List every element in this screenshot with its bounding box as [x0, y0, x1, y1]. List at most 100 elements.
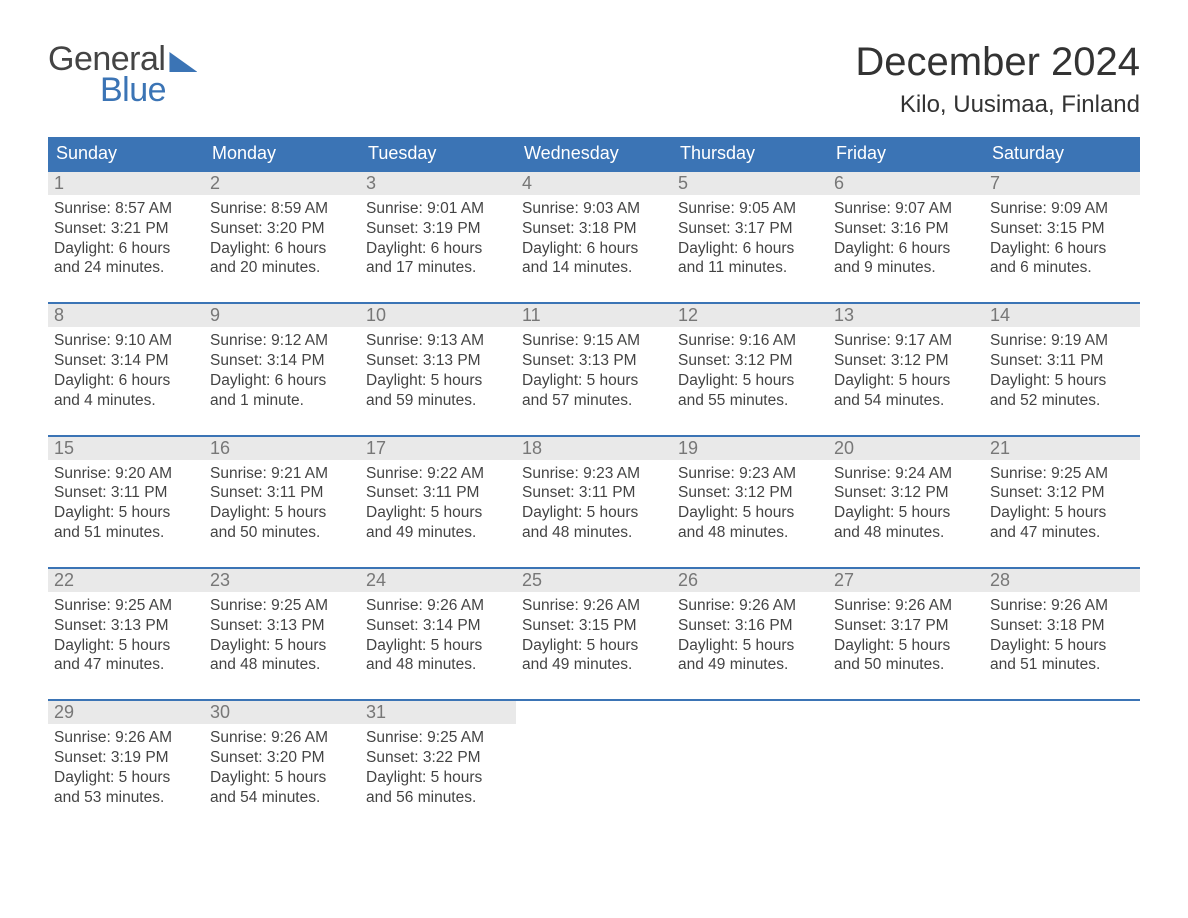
daylight-line-1: Daylight: 5 hours — [522, 503, 666, 523]
sunset-line: Sunset: 3:13 PM — [210, 616, 354, 636]
day-number-row: 891011121314 — [48, 303, 1140, 327]
day-info-row: Sunrise: 8:57 AMSunset: 3:21 PMDaylight:… — [48, 195, 1140, 303]
weekday-header: Friday — [828, 137, 984, 171]
daylight-line-2: and 54 minutes. — [210, 788, 354, 808]
sunrise-line: Sunrise: 9:25 AM — [210, 596, 354, 616]
day-info-cell: Sunrise: 9:21 AMSunset: 3:11 PMDaylight:… — [204, 460, 360, 568]
sunset-line: Sunset: 3:11 PM — [210, 483, 354, 503]
daylight-line-2: and 48 minutes. — [834, 523, 978, 543]
day-info-cell: Sunrise: 8:59 AMSunset: 3:20 PMDaylight:… — [204, 195, 360, 303]
day-number-cell: 31 — [360, 700, 516, 724]
daylight-line-2: and 50 minutes. — [834, 655, 978, 675]
day-number-cell: 4 — [516, 171, 672, 195]
daylight-line-1: Daylight: 5 hours — [678, 636, 822, 656]
sunrise-line: Sunrise: 9:26 AM — [834, 596, 978, 616]
daylight-line-2: and 24 minutes. — [54, 258, 198, 278]
daylight-line-2: and 49 minutes. — [522, 655, 666, 675]
weekday-header: Tuesday — [360, 137, 516, 171]
daylight-line-1: Daylight: 5 hours — [522, 371, 666, 391]
sunset-line: Sunset: 3:11 PM — [990, 351, 1134, 371]
sunrise-line: Sunrise: 9:26 AM — [522, 596, 666, 616]
day-info-cell: Sunrise: 9:25 AMSunset: 3:13 PMDaylight:… — [48, 592, 204, 700]
day-number-cell: 27 — [828, 568, 984, 592]
sunset-line: Sunset: 3:12 PM — [834, 351, 978, 371]
daylight-line-1: Daylight: 6 hours — [678, 239, 822, 259]
sunrise-line: Sunrise: 9:22 AM — [366, 464, 510, 484]
calendar-table: Sunday Monday Tuesday Wednesday Thursday… — [48, 137, 1140, 814]
day-info-cell: Sunrise: 9:13 AMSunset: 3:13 PMDaylight:… — [360, 327, 516, 435]
day-number-cell: 26 — [672, 568, 828, 592]
daylight-line-1: Daylight: 5 hours — [522, 636, 666, 656]
sunset-line: Sunset: 3:13 PM — [522, 351, 666, 371]
daylight-line-2: and 51 minutes. — [54, 523, 198, 543]
sunset-line: Sunset: 3:20 PM — [210, 748, 354, 768]
sunset-line: Sunset: 3:18 PM — [990, 616, 1134, 636]
day-number-cell: 20 — [828, 436, 984, 460]
daylight-line-2: and 47 minutes. — [54, 655, 198, 675]
day-number-cell — [828, 700, 984, 724]
daylight-line-1: Daylight: 5 hours — [366, 768, 510, 788]
sunset-line: Sunset: 3:16 PM — [834, 219, 978, 239]
day-number-cell — [516, 700, 672, 724]
day-number-cell: 25 — [516, 568, 672, 592]
sunset-line: Sunset: 3:17 PM — [834, 616, 978, 636]
day-number-cell: 22 — [48, 568, 204, 592]
day-info-cell: Sunrise: 9:19 AMSunset: 3:11 PMDaylight:… — [984, 327, 1140, 435]
daylight-line-2: and 4 minutes. — [54, 391, 198, 411]
day-number-cell: 7 — [984, 171, 1140, 195]
sunrise-line: Sunrise: 9:19 AM — [990, 331, 1134, 351]
day-number-cell: 15 — [48, 436, 204, 460]
month-title: December 2024 — [855, 40, 1140, 85]
sunrise-line: Sunrise: 9:01 AM — [366, 199, 510, 219]
daylight-line-1: Daylight: 6 hours — [522, 239, 666, 259]
sunrise-line: Sunrise: 9:07 AM — [834, 199, 978, 219]
daylight-line-1: Daylight: 6 hours — [210, 239, 354, 259]
sunrise-line: Sunrise: 9:13 AM — [366, 331, 510, 351]
weekday-header: Thursday — [672, 137, 828, 171]
daylight-line-2: and 47 minutes. — [990, 523, 1134, 543]
weekday-header-row: Sunday Monday Tuesday Wednesday Thursday… — [48, 137, 1140, 171]
daylight-line-2: and 20 minutes. — [210, 258, 354, 278]
sunrise-line: Sunrise: 9:03 AM — [522, 199, 666, 219]
daylight-line-1: Daylight: 5 hours — [54, 503, 198, 523]
daylight-line-2: and 49 minutes. — [678, 655, 822, 675]
daylight-line-1: Daylight: 5 hours — [834, 636, 978, 656]
daylight-line-1: Daylight: 5 hours — [678, 371, 822, 391]
sunset-line: Sunset: 3:18 PM — [522, 219, 666, 239]
day-info-cell — [828, 724, 984, 813]
sunrise-line: Sunrise: 9:26 AM — [678, 596, 822, 616]
day-info-cell — [984, 724, 1140, 813]
daylight-line-1: Daylight: 5 hours — [54, 768, 198, 788]
daylight-line-1: Daylight: 5 hours — [990, 503, 1134, 523]
day-info-cell: Sunrise: 9:26 AMSunset: 3:16 PMDaylight:… — [672, 592, 828, 700]
day-info-cell: Sunrise: 9:16 AMSunset: 3:12 PMDaylight:… — [672, 327, 828, 435]
daylight-line-2: and 48 minutes. — [366, 655, 510, 675]
location-subtitle: Kilo, Uusimaa, Finland — [855, 91, 1140, 119]
day-number-cell: 11 — [516, 303, 672, 327]
sunrise-line: Sunrise: 9:25 AM — [366, 728, 510, 748]
daylight-line-1: Daylight: 5 hours — [834, 503, 978, 523]
sunrise-line: Sunrise: 9:09 AM — [990, 199, 1134, 219]
day-number-cell: 17 — [360, 436, 516, 460]
sunset-line: Sunset: 3:17 PM — [678, 219, 822, 239]
daylight-line-2: and 6 minutes. — [990, 258, 1134, 278]
day-info-cell: Sunrise: 9:26 AMSunset: 3:17 PMDaylight:… — [828, 592, 984, 700]
day-info-cell: Sunrise: 9:22 AMSunset: 3:11 PMDaylight:… — [360, 460, 516, 568]
logo-flag-icon — [169, 52, 197, 72]
daylight-line-1: Daylight: 5 hours — [990, 636, 1134, 656]
logo: General Blue — [48, 40, 197, 110]
sunrise-line: Sunrise: 9:21 AM — [210, 464, 354, 484]
weekday-header: Wednesday — [516, 137, 672, 171]
daylight-line-2: and 59 minutes. — [366, 391, 510, 411]
day-info-cell: Sunrise: 9:07 AMSunset: 3:16 PMDaylight:… — [828, 195, 984, 303]
sunrise-line: Sunrise: 9:26 AM — [366, 596, 510, 616]
sunset-line: Sunset: 3:12 PM — [678, 483, 822, 503]
daylight-line-1: Daylight: 6 hours — [990, 239, 1134, 259]
sunset-line: Sunset: 3:13 PM — [54, 616, 198, 636]
day-info-cell: Sunrise: 8:57 AMSunset: 3:21 PMDaylight:… — [48, 195, 204, 303]
sunrise-line: Sunrise: 9:25 AM — [990, 464, 1134, 484]
day-number-cell: 29 — [48, 700, 204, 724]
day-info-cell: Sunrise: 9:01 AMSunset: 3:19 PMDaylight:… — [360, 195, 516, 303]
day-info-cell: Sunrise: 9:15 AMSunset: 3:13 PMDaylight:… — [516, 327, 672, 435]
daylight-line-1: Daylight: 5 hours — [366, 636, 510, 656]
